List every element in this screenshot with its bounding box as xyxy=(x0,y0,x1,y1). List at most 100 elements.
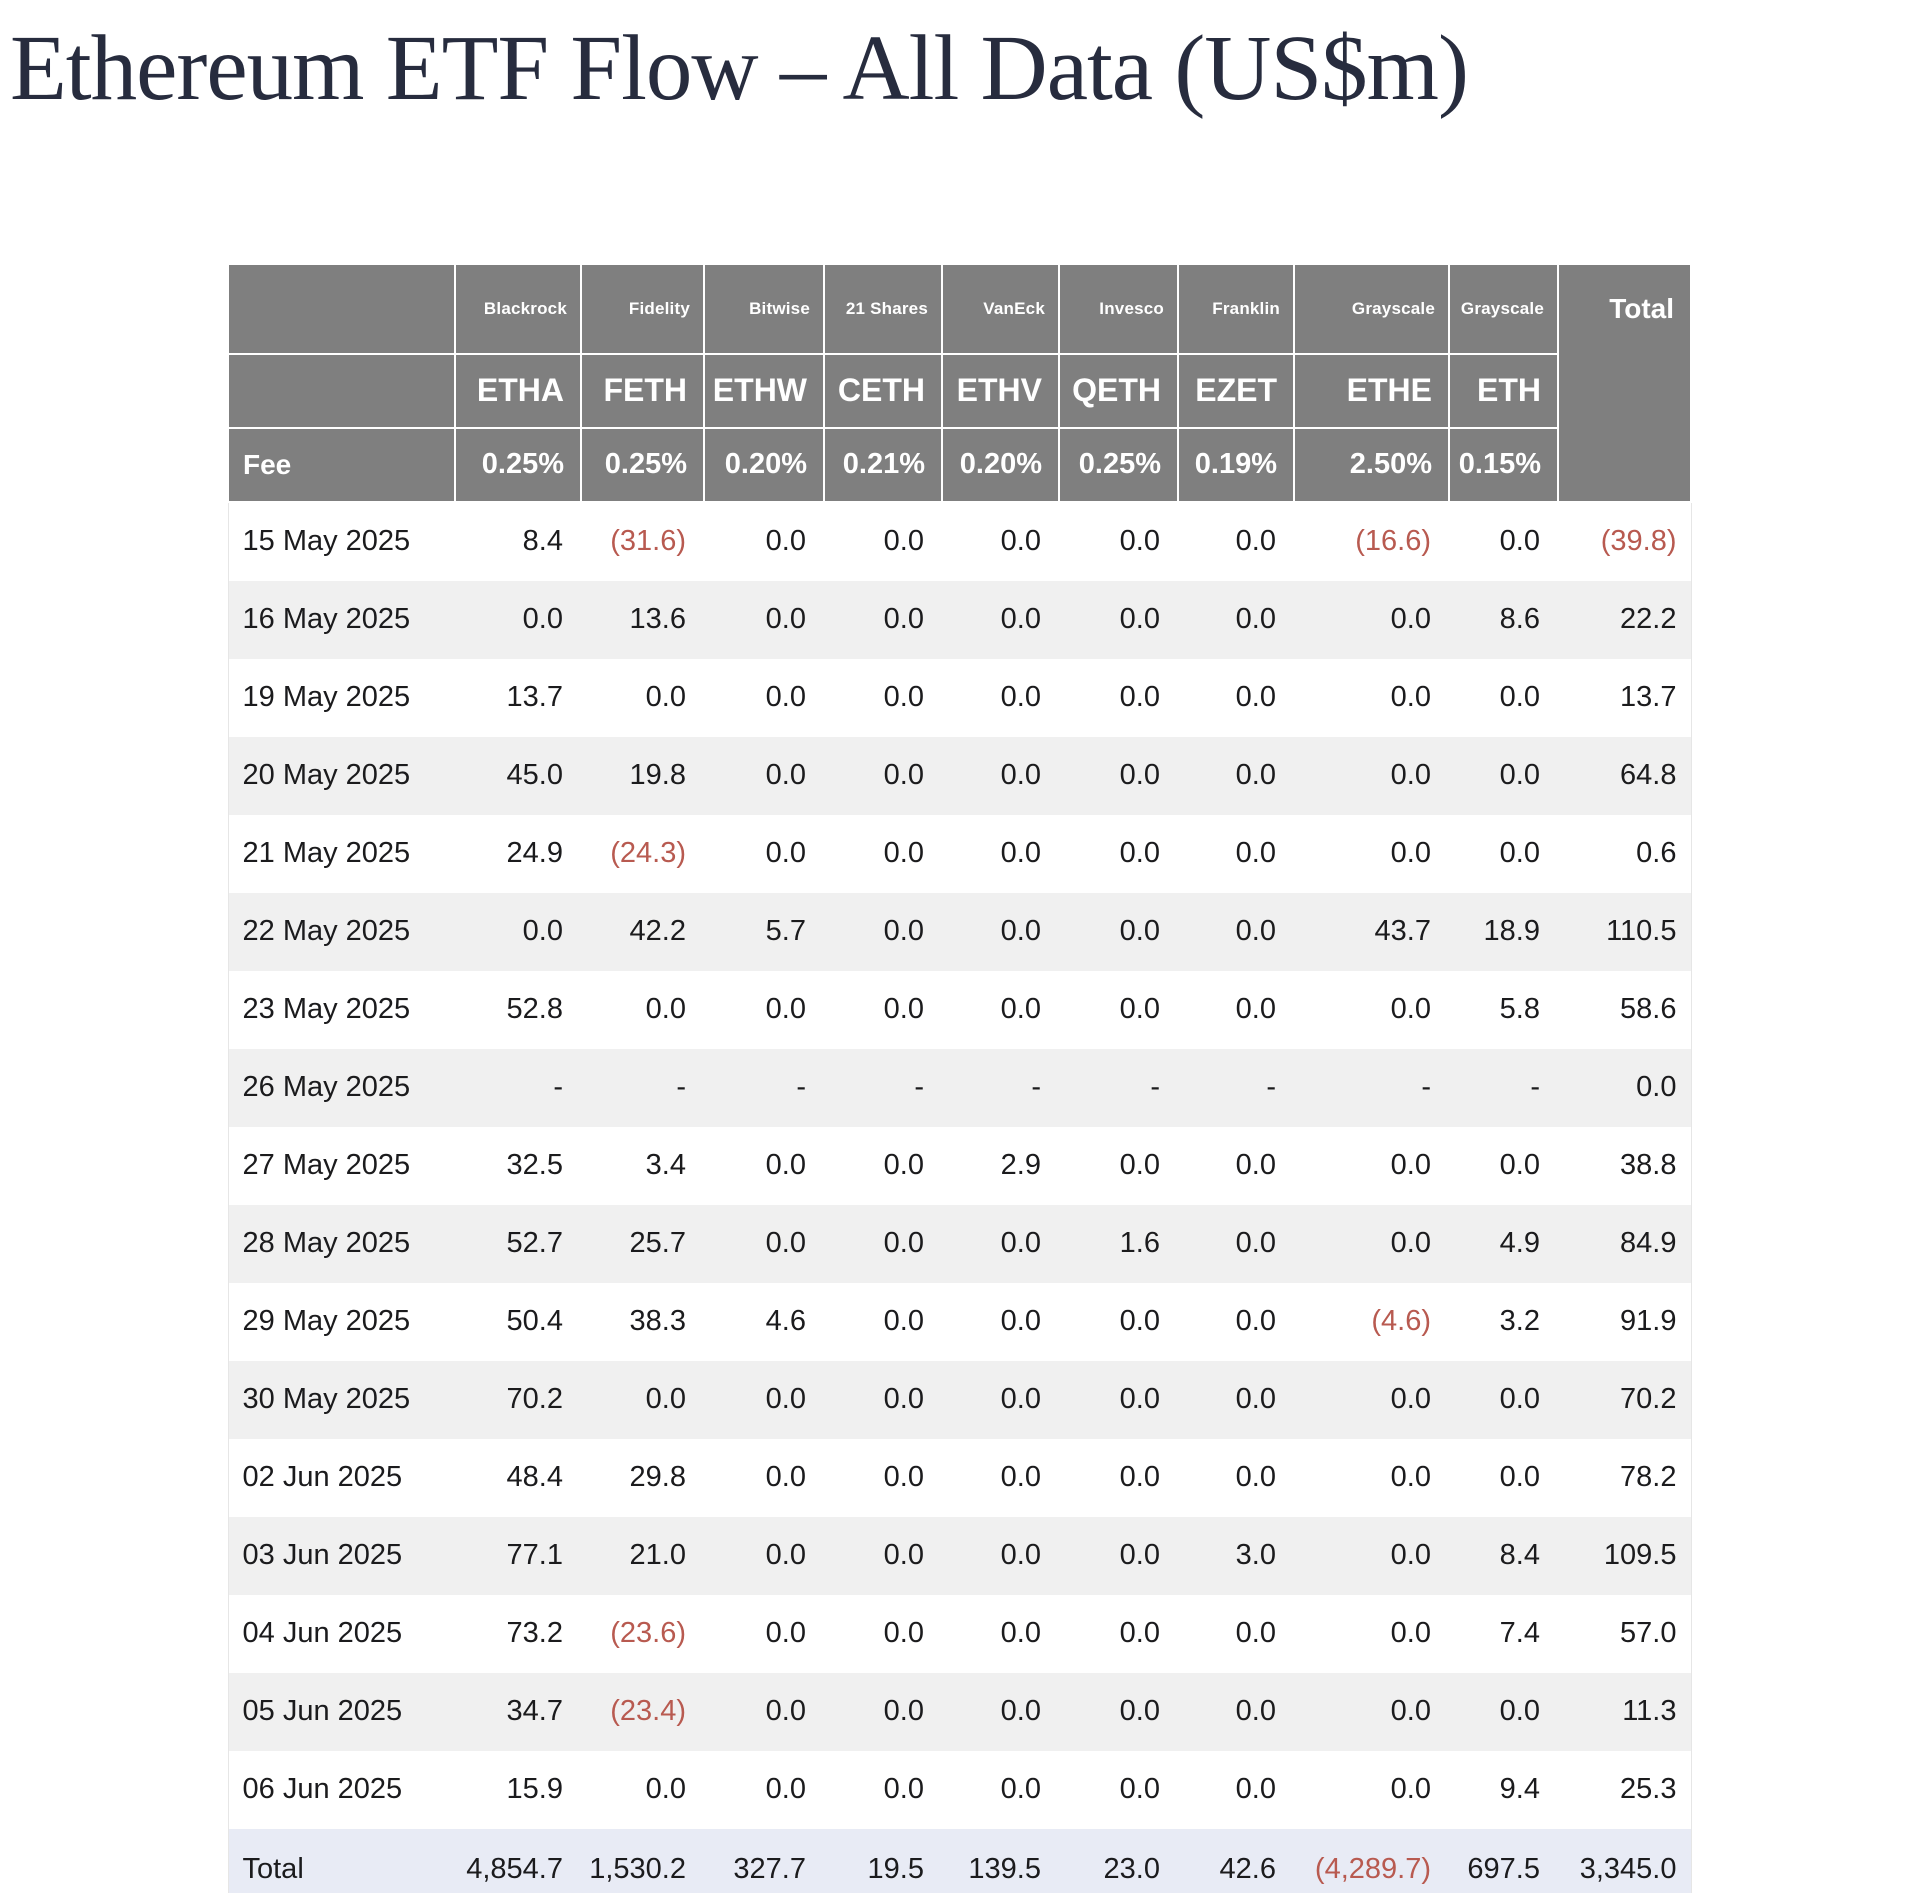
value-cell: 43.7 xyxy=(1374,915,1431,948)
value-cell: 0.0 xyxy=(1235,1383,1276,1416)
value-cell: 0.0 xyxy=(1235,837,1276,870)
value-cell: 0.0 xyxy=(1119,603,1160,636)
value-cell: 0.0 xyxy=(1499,1695,1540,1728)
value-cell: 0.0 xyxy=(1235,1305,1276,1338)
table-row: 27 May 2025 32.5 3.4 0.0 0.0 2.9 0.0 0.0 0.0 0.0 3… xyxy=(228,1127,1691,1205)
value-cell: 77.1 xyxy=(506,1539,563,1572)
value-cell: 0.0 xyxy=(1000,915,1041,948)
table-row: 26 May 2025 - - - - - - - - - 0.0 xyxy=(228,1048,1691,1127)
fee-value-cell: 0.20% xyxy=(941,426,1060,503)
negative-value: (23.6) xyxy=(610,1617,686,1650)
value-cell: 0.0 xyxy=(1000,681,1041,714)
corner-cell xyxy=(227,352,456,429)
value-cell: 0.0 xyxy=(1235,1461,1276,1494)
value-cell: 2.9 xyxy=(1000,1149,1041,1182)
value-cell: 4.6 xyxy=(765,1305,806,1338)
provider-header-row: Blackrock Fidelity Bitwise 21 Shares VanEck I… xyxy=(227,262,1692,503)
corner-cell xyxy=(227,262,456,355)
ticker-header-cell: ETH xyxy=(1448,352,1559,429)
value-cell: 0.0 xyxy=(1390,681,1431,714)
value-cell: 0.0 xyxy=(765,1461,806,1494)
row-total-cell: 38.8 xyxy=(1620,1149,1677,1182)
row-total-cell: (39.8) xyxy=(1558,502,1691,581)
column-total-cell: 697.5 xyxy=(1467,1853,1540,1886)
value-cell: 0.0 xyxy=(883,1539,924,1572)
value-cell: 0.0 xyxy=(1235,993,1276,1026)
negative-value: (16.6) xyxy=(1355,525,1431,558)
value-cell: 0.0 xyxy=(645,1773,686,1806)
value-cell: 3.0 xyxy=(1235,1539,1276,1572)
value-cell: (16.6) xyxy=(1294,502,1449,581)
ticker-header-cell: CETH xyxy=(823,352,943,429)
value-cell: 0.0 xyxy=(1000,1617,1041,1650)
column-total-cell: 19.5 xyxy=(867,1853,924,1886)
value-cell: - xyxy=(1530,1071,1540,1104)
ticker-header-cell: ETHA xyxy=(454,352,582,429)
value-cell: 19.8 xyxy=(629,759,686,792)
value-cell: 25.7 xyxy=(629,1227,686,1260)
column-total-cell: 42.6 xyxy=(1219,1853,1276,1886)
value-cell: 0.0 xyxy=(1119,1695,1160,1728)
negative-value: (24.3) xyxy=(610,837,686,870)
row-total-cell: 84.9 xyxy=(1620,1227,1677,1260)
value-cell: - xyxy=(1150,1071,1160,1104)
value-cell: 0.0 xyxy=(1119,1461,1160,1494)
provider-header-cell: Fidelity xyxy=(580,262,705,355)
fee-header-row: Fee 0.25% 0.25% 0.20% 0.21% 0.20% 0.25% 0.19% 2.… xyxy=(227,426,1691,503)
value-cell: 48.4 xyxy=(506,1461,563,1494)
value-cell: 52.8 xyxy=(506,993,563,1026)
value-cell: 0.0 xyxy=(883,1617,924,1650)
value-cell: 0.0 xyxy=(1119,1539,1160,1572)
value-cell: 50.4 xyxy=(506,1305,563,1338)
value-cell: - xyxy=(796,1071,806,1104)
value-cell: 0.0 xyxy=(522,603,563,636)
value-cell: 0.0 xyxy=(1000,603,1041,636)
ticker-header-cell: QETH xyxy=(1058,352,1179,429)
value-cell: 9.4 xyxy=(1499,1773,1540,1806)
value-cell: 0.0 xyxy=(883,1461,924,1494)
value-cell: 0.0 xyxy=(765,993,806,1026)
page-title: Ethereum ETF Flow – All Data (US$m) xyxy=(10,17,1469,120)
date-cell: 21 May 2025 xyxy=(242,837,411,870)
table-row: 29 May 2025 50.4 38.3 4.6 0.0 0.0 0.0 0.0 (4.6) 3… xyxy=(228,1283,1691,1361)
value-cell: - xyxy=(914,1071,924,1104)
value-cell: 0.0 xyxy=(1119,1773,1160,1806)
value-cell: 0.0 xyxy=(1119,993,1160,1026)
value-cell: 0.0 xyxy=(883,993,924,1026)
fee-value-cell: 0.15% xyxy=(1448,426,1559,503)
value-cell: 5.7 xyxy=(765,915,806,948)
value-cell: 0.0 xyxy=(883,1695,924,1728)
row-total-cell: 22.2 xyxy=(1620,603,1677,636)
provider-header-cell: Invesco xyxy=(1058,262,1179,355)
value-cell: - xyxy=(553,1071,563,1104)
value-cell: 13.7 xyxy=(506,681,563,714)
value-cell: 0.0 xyxy=(1119,681,1160,714)
value-cell: 0.0 xyxy=(883,1305,924,1338)
fee-value-cell: 0.19% xyxy=(1177,426,1295,503)
table-row: 15 May 2025 8.4 (31.6) 0.0 0.0 0.0 0.0 0.0 (16.6… xyxy=(228,502,1691,581)
date-cell: 23 May 2025 xyxy=(242,993,411,1026)
value-cell: 0.0 xyxy=(1235,915,1276,948)
provider-header-cell: Bitwise xyxy=(703,262,825,355)
date-cell: 15 May 2025 xyxy=(242,525,411,558)
value-cell: 0.0 xyxy=(1235,1773,1276,1806)
ticker-header-row: ETHA FETH ETHW CETH ETHV QETH EZET ETHE ETH xyxy=(227,352,1691,429)
provider-header-cell: 21 Shares xyxy=(823,262,943,355)
value-cell: 0.0 xyxy=(1119,525,1160,558)
value-cell: 0.0 xyxy=(1390,1539,1431,1572)
value-cell: 21.0 xyxy=(629,1539,686,1572)
value-cell: 0.0 xyxy=(883,603,924,636)
row-total-cell: 13.7 xyxy=(1620,681,1677,714)
negative-value: (23.4) xyxy=(610,1695,686,1728)
value-cell: 0.0 xyxy=(1119,915,1160,948)
value-cell: 15.9 xyxy=(506,1773,563,1806)
value-cell: 0.0 xyxy=(1390,837,1431,870)
date-cell: 19 May 2025 xyxy=(242,681,411,714)
date-cell: 04 Jun 2025 xyxy=(242,1617,403,1650)
value-cell: 0.0 xyxy=(645,681,686,714)
value-cell: 0.0 xyxy=(1390,603,1431,636)
value-cell: 0.0 xyxy=(765,1695,806,1728)
value-cell: 0.0 xyxy=(1235,525,1276,558)
value-cell: 42.2 xyxy=(629,915,686,948)
